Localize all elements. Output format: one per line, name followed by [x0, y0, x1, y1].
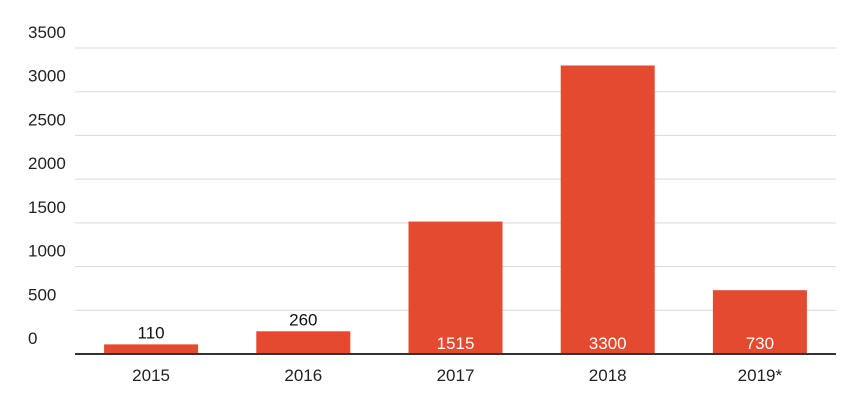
data-label: 1515 — [437, 334, 475, 353]
x-tick-label: 2015 — [132, 366, 170, 385]
bar — [712, 290, 807, 354]
x-tick-label: 2016 — [284, 366, 322, 385]
data-label: 260 — [289, 310, 317, 329]
bar — [560, 65, 655, 354]
data-label: 730 — [746, 334, 774, 353]
y-tick-label: 2000 — [28, 154, 66, 173]
y-tick-label: 1000 — [28, 242, 66, 261]
x-tick-label: 2018 — [589, 366, 627, 385]
y-tick-label: 0 — [28, 329, 37, 348]
data-label: 3300 — [589, 334, 627, 353]
bar — [104, 344, 199, 354]
bar — [408, 221, 503, 354]
bar — [256, 331, 351, 354]
y-tick-label: 1500 — [28, 198, 66, 217]
y-tick-label: 3000 — [28, 67, 66, 86]
x-tick-label: 2017 — [437, 366, 475, 385]
y-tick-label: 500 — [28, 285, 56, 304]
data-label: 110 — [138, 323, 165, 342]
y-tick-label: 2500 — [28, 110, 66, 129]
x-tick-label: 2019* — [738, 366, 783, 385]
y-tick-label: 3500 — [28, 23, 66, 42]
